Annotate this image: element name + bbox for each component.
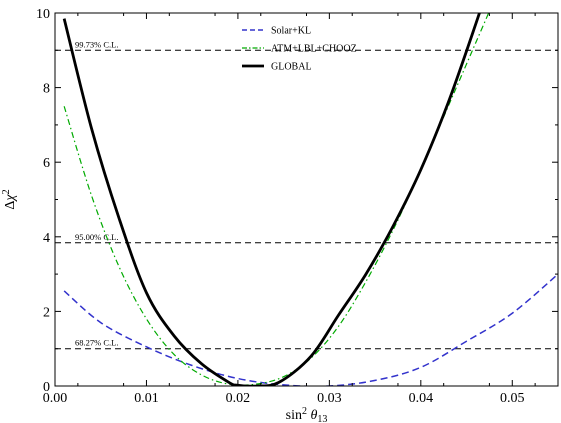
y-tick-label: 6	[43, 156, 50, 171]
series-curve-global	[62, 13, 481, 386]
legend-label: ATM+LBL+CHOOZ	[271, 44, 357, 55]
x-tick-label: 0.05	[500, 391, 525, 406]
y-tick-label: 8	[43, 82, 50, 97]
y-tick-label: 10	[36, 7, 50, 22]
x-tick-label: 0.03	[317, 391, 342, 406]
x-tick-label: 0.02	[226, 391, 251, 406]
legend-label: Solar+KL	[271, 26, 311, 37]
y-tick-label: 4	[43, 231, 50, 246]
cl-label: 95.00% C.L.	[75, 232, 118, 242]
series-curves	[62, 13, 558, 386]
cl-label: 99.73% C.L.	[75, 39, 118, 49]
legend: Solar+KL ATM+LBL+CHOOZ GLOBAL	[242, 26, 357, 73]
y-tick-label: 0	[43, 380, 50, 395]
series-curve-solar-kl	[63, 273, 558, 386]
legend-label: GLOBAL	[271, 62, 312, 73]
x-tick-label: 0.01	[134, 391, 159, 406]
y-axis-title: Δχ2	[1, 189, 18, 209]
x-tick-label: 0.04	[409, 391, 434, 406]
y-tick-label: 2	[43, 305, 50, 320]
x-tick-label: 0.00	[43, 391, 68, 406]
axis-ticks: 0.00 0.01 0.02 0.03 0.04 0.05 0 2 4 6 8 10	[36, 7, 558, 406]
cl-label: 68.27% C.L.	[75, 338, 118, 348]
x-axis-title: sin2 θ13	[286, 406, 328, 423]
series-curve-atm-lbl-chooz	[63, 13, 490, 386]
confidence-level-lines: 99.73% C.L. 95.00% C.L. 68.27% C.L.	[55, 39, 558, 350]
